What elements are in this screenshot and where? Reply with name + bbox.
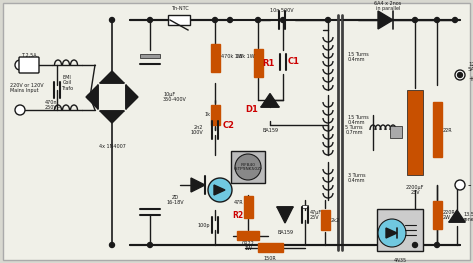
Polygon shape: [277, 207, 293, 223]
Text: Th-NTC: Th-NTC: [171, 6, 189, 11]
Text: 15 Turns
0.4mm: 15 Turns 0.4mm: [348, 52, 369, 62]
Text: +: +: [468, 76, 473, 82]
Polygon shape: [86, 85, 98, 109]
Polygon shape: [261, 94, 279, 107]
Text: 47μF
25V: 47μF 25V: [310, 210, 322, 220]
Text: C1: C1: [288, 58, 300, 67]
Polygon shape: [191, 178, 205, 192]
Text: 6A4 x 2nos
in parallel: 6A4 x 2nos in parallel: [374, 1, 402, 11]
Circle shape: [280, 18, 286, 23]
Text: BA159: BA159: [262, 128, 278, 133]
Circle shape: [457, 73, 463, 78]
Text: 10μF
350-400V: 10μF 350-400V: [163, 92, 187, 102]
Circle shape: [435, 18, 439, 23]
Text: 0R22
1W: 0R22 1W: [242, 241, 254, 251]
Circle shape: [455, 70, 465, 80]
Text: 470n
250V~: 470n 250V~: [45, 100, 62, 110]
Bar: [321, 210, 330, 230]
Bar: [237, 231, 259, 240]
Text: 3 Turns
0.4mm: 3 Turns 0.4mm: [348, 173, 366, 183]
Text: T 2,5A: T 2,5A: [21, 53, 37, 58]
Text: BA159: BA159: [277, 230, 293, 235]
Circle shape: [412, 18, 418, 23]
Polygon shape: [378, 11, 393, 29]
Text: IRF840
(STP9NK50Z): IRF840 (STP9NK50Z): [234, 163, 263, 171]
Polygon shape: [126, 85, 138, 109]
Bar: [168, 15, 190, 25]
Circle shape: [228, 18, 233, 23]
Text: 220V or 120V
Mains Input: 220V or 120V Mains Input: [10, 83, 44, 93]
Text: 1k: 1k: [204, 113, 210, 118]
Bar: [254, 49, 263, 77]
Polygon shape: [100, 111, 124, 123]
Circle shape: [148, 242, 152, 247]
Bar: [433, 201, 442, 229]
Bar: [140, 54, 160, 58]
FancyBboxPatch shape: [19, 57, 39, 73]
Circle shape: [110, 18, 114, 23]
Text: C2: C2: [223, 120, 235, 129]
FancyBboxPatch shape: [231, 151, 265, 183]
FancyBboxPatch shape: [377, 209, 423, 251]
Text: 18k 1W: 18k 1W: [236, 54, 255, 59]
Circle shape: [378, 219, 406, 247]
Text: 47R: 47R: [233, 200, 243, 205]
Text: 4N35: 4N35: [394, 257, 407, 262]
Bar: [244, 196, 253, 218]
Circle shape: [255, 18, 261, 23]
Text: 15 Turns
0.4mm: 15 Turns 0.4mm: [348, 115, 369, 125]
Circle shape: [110, 242, 114, 247]
Circle shape: [15, 105, 25, 115]
Text: 150R: 150R: [263, 255, 276, 260]
Circle shape: [88, 94, 93, 99]
Text: ZD
16-18V: ZD 16-18V: [166, 195, 184, 205]
Text: -: -: [468, 180, 472, 190]
Bar: [302, 205, 308, 208]
Polygon shape: [100, 71, 124, 83]
Text: 2200μF
25V: 2200μF 25V: [406, 185, 424, 195]
Circle shape: [325, 18, 331, 23]
Text: R2: R2: [232, 210, 243, 220]
Text: EMI
Coil
Trafo: EMI Coil Trafo: [61, 75, 73, 91]
Text: D1: D1: [245, 105, 258, 114]
Circle shape: [148, 18, 152, 23]
Text: 2k2: 2k2: [331, 218, 340, 222]
Text: 220R
2W: 220R 2W: [443, 210, 456, 220]
Text: 5 Turns
0.7mm: 5 Turns 0.7mm: [345, 125, 363, 135]
Bar: [407, 90, 423, 175]
Circle shape: [412, 242, 418, 247]
Polygon shape: [214, 185, 225, 195]
Text: 4x 1N4007: 4x 1N4007: [98, 144, 125, 149]
Text: R1: R1: [262, 58, 274, 68]
Bar: [258, 243, 283, 252]
Circle shape: [208, 178, 232, 202]
Circle shape: [455, 180, 465, 190]
Circle shape: [15, 60, 25, 70]
Bar: [211, 44, 220, 72]
Circle shape: [435, 242, 439, 247]
Bar: [390, 126, 402, 138]
Text: 10n 500V: 10n 500V: [270, 8, 294, 13]
Text: 470k 1W: 470k 1W: [221, 54, 243, 59]
Polygon shape: [386, 228, 397, 238]
Polygon shape: [449, 210, 465, 222]
Bar: [211, 105, 220, 125]
Circle shape: [453, 18, 457, 23]
Text: 12V
5A: 12V 5A: [468, 62, 473, 72]
Circle shape: [235, 154, 261, 180]
Circle shape: [212, 18, 218, 23]
Bar: [433, 102, 442, 157]
Text: 13.5V
zener: 13.5V zener: [463, 212, 473, 222]
Text: 100p: 100p: [198, 222, 210, 227]
Text: 2n2
100V: 2n2 100V: [190, 125, 203, 135]
Text: 22R: 22R: [443, 128, 453, 133]
